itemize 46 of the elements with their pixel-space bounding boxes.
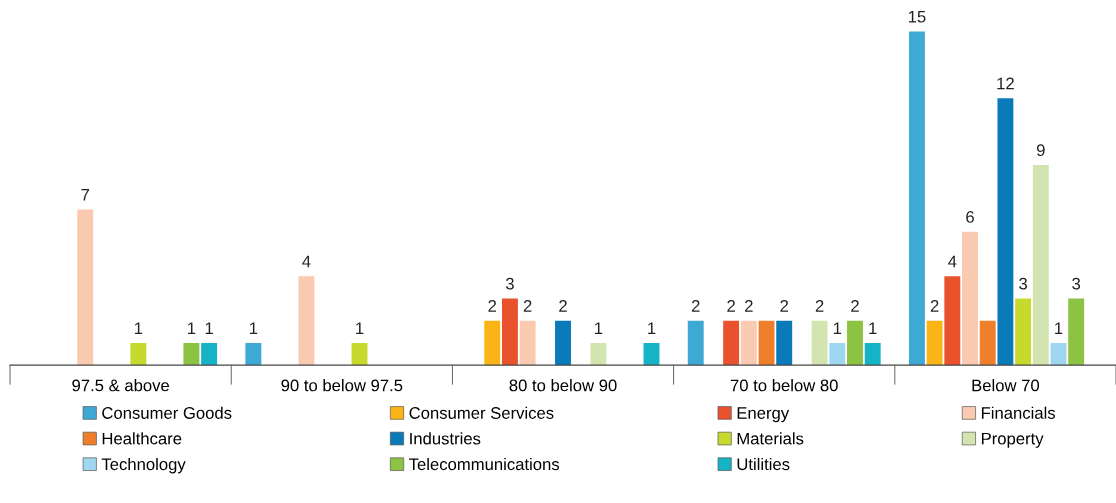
data-label: 3 — [505, 277, 514, 290]
data-label: 2 — [780, 300, 789, 312]
data-label: 3 — [1072, 277, 1081, 290]
data-label: 2 — [691, 300, 700, 312]
legend-label: Property — [981, 432, 1044, 448]
data-label: 1 — [833, 322, 842, 334]
legend-label: Industries — [410, 432, 481, 445]
data-label: 2 — [727, 300, 735, 312]
legend-label: Financials — [981, 406, 1056, 419]
data-label: 4 — [302, 255, 311, 268]
data-label: 2 — [523, 300, 532, 312]
legend-label: Materials — [737, 432, 804, 445]
data-label: 2 — [851, 300, 859, 312]
data-label: 12 — [997, 77, 1014, 90]
data-label: 4 — [948, 255, 957, 268]
x-tick-label: 90 to below 97.5 — [281, 379, 403, 392]
legend-label: Healthcare — [102, 432, 182, 445]
x-tick-label: 70 to below 80 — [730, 379, 838, 392]
legend-label: Telecommunications — [409, 457, 560, 471]
data-label: 1 — [134, 322, 143, 334]
data-label: 1 — [188, 322, 196, 334]
data-label: 1 — [249, 322, 258, 334]
legend-label: Consumer Services — [409, 406, 554, 419]
x-tick-label: 97.5 & above — [72, 379, 170, 392]
legend-label: Utilities — [737, 457, 790, 471]
data-label: 3 — [1019, 277, 1027, 290]
data-label: 2 — [930, 300, 939, 312]
data-label: 7 — [81, 188, 90, 201]
data-label: 2 — [815, 300, 824, 312]
data-label: 15 — [908, 10, 926, 23]
data-label: 1 — [869, 322, 877, 334]
data-label: 2 — [559, 300, 567, 312]
data-label: 6 — [966, 211, 974, 223]
data-label: 1 — [648, 322, 656, 334]
x-tick-label: Below 70 — [972, 379, 1040, 392]
x-tick-label: 80 to below 90 — [509, 379, 617, 392]
data-label: 1 — [356, 322, 364, 334]
data-label: 1 — [1055, 322, 1063, 334]
data-label: 9 — [1036, 144, 1045, 157]
legend-label: Energy — [737, 407, 790, 423]
legend-label: Consumer Goods — [102, 406, 232, 419]
data-label: 1 — [595, 322, 603, 334]
legend-label: Technology — [101, 457, 186, 474]
data-label: 2 — [745, 300, 753, 312]
data-label: 2 — [488, 300, 497, 312]
data-label: 1 — [205, 322, 213, 334]
